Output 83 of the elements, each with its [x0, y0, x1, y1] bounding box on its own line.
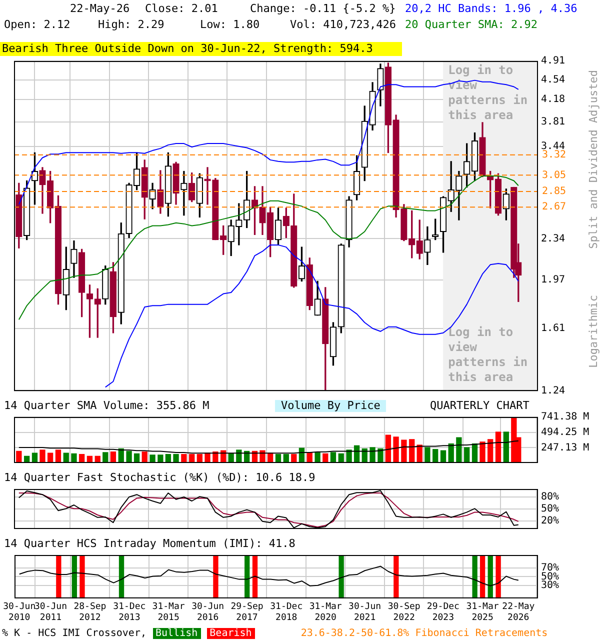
y-tick-label: 1.97 [541, 274, 566, 286]
text: 22-May-26 [70, 2, 130, 15]
x-tick-label: 29-Dec 2023 [426, 602, 460, 623]
text: QUARTERLY CHART [430, 399, 530, 412]
text: Close: 2.01 [145, 2, 218, 15]
bar [158, 454, 164, 463]
text: High: 2.29 [98, 18, 164, 31]
x-tick-label: 30-Sep 2022 [388, 602, 420, 623]
ref-line-label: 3.32 [542, 149, 566, 160]
candlestick [180, 170, 188, 216]
text: Vol: 410,723,426 [290, 18, 396, 31]
bar [181, 454, 187, 463]
y-tick-label: 4.91 [541, 56, 566, 67]
text: 20 Quarter SMA: 2.92 [405, 18, 538, 31]
bar [495, 432, 502, 463]
text: Volume By Price [275, 399, 386, 412]
text: Open: 2.12 [4, 18, 70, 31]
bar [432, 449, 438, 463]
x-tick-label: 31-Mar 2025 [466, 602, 500, 623]
x-tick-label: 31-Dec 2013 [113, 602, 146, 623]
y-tick-label: 20% [541, 516, 560, 527]
bar [456, 437, 462, 463]
ref-line-label: 2.85 [542, 186, 566, 198]
x-tick-label: 29-Sep 2017 [230, 602, 264, 623]
bar [126, 450, 132, 463]
x-tick-label: 30-Jun 2016 [192, 602, 224, 623]
y-tick-label: 3.81 [541, 116, 566, 128]
bar [40, 450, 46, 463]
y-tick-label: 494.25 M [541, 426, 590, 438]
x-tick-label: 30-Jun 2021 [348, 602, 382, 623]
text: 20,2 HC Bands: 1.96 , 4.36 [405, 2, 578, 15]
y-tick-label: 50% [541, 504, 560, 515]
x-tick-label: 31-Mar 2020 [309, 602, 342, 623]
y-tick-label: 4.18 [541, 94, 566, 106]
bar [63, 452, 69, 463]
x-tick-label: 22-May 2026 [502, 602, 536, 623]
bar [385, 434, 392, 463]
bar [71, 453, 77, 463]
bar [393, 436, 399, 463]
y-tick-label: 1.61 [541, 322, 566, 334]
text: Change: -0.11 {-5.2 %} [250, 2, 396, 15]
bar [464, 447, 470, 463]
bar [314, 452, 320, 463]
y-tick-label: 247.13 M [541, 442, 590, 454]
chart-title: 14 Quarter SMA Volume: 355.86 M [4, 399, 210, 412]
y-tick-label: 30% [541, 580, 560, 591]
bar [55, 450, 62, 463]
bar [401, 440, 407, 463]
y-tick-label: 2.34 [541, 233, 566, 244]
x-tick-label: 31-Mar 2015 [152, 602, 186, 623]
annotation: Log in to view patterns in this area [448, 63, 528, 122]
bar [32, 452, 38, 463]
x-tick-label: 30-Jun 2010 [3, 602, 36, 623]
bar [480, 442, 486, 463]
x-tick-label: 28-Sep 2012 [74, 602, 106, 623]
annotation: Log in to view patterns in this area [448, 325, 528, 384]
ref-line-label: 3.05 [542, 170, 566, 181]
text: Low: 1.80 [200, 18, 260, 31]
text: Bearish [206, 628, 255, 639]
ref-line-label: 2.67 [542, 202, 566, 213]
text: Logarithmic [587, 295, 600, 368]
bar [150, 454, 156, 463]
bar [378, 448, 384, 463]
chart-title: 14 Quarter Fast Stochastic (%K) (%D): 10.6 18.9 [4, 471, 316, 484]
y-tick-label: 4.54 [541, 74, 566, 86]
bar [346, 450, 352, 463]
y-axis-title: Split and Dividend Adjusted [587, 70, 600, 249]
bar [370, 447, 376, 463]
chart-title: 14 Quarter HCS Intraday Momentum (IMI): 41.8 [4, 537, 296, 550]
bar [503, 432, 509, 463]
bar [47, 452, 54, 463]
text: % K - HCS IMI Crossover, [2, 628, 146, 639]
text: Bullish [152, 628, 201, 639]
y-tick-label: 1.24 [541, 386, 566, 397]
chart-title: Bearish Three Outside Down on 30-Jun-22, Strength: 594.3 [0, 42, 402, 56]
x-tick-label: 31-Dec 2018 [270, 602, 303, 623]
bar [173, 454, 179, 463]
y-tick-label: 80% [541, 492, 560, 503]
x-tick-label: 30-Jun 2011 [34, 602, 68, 623]
bar [424, 447, 430, 463]
text: 23.6-38.2-50-61.8% Fibonacci Retracements [300, 628, 548, 639]
y-tick-label: 741.38 M [541, 412, 590, 423]
candlestick [204, 167, 211, 205]
